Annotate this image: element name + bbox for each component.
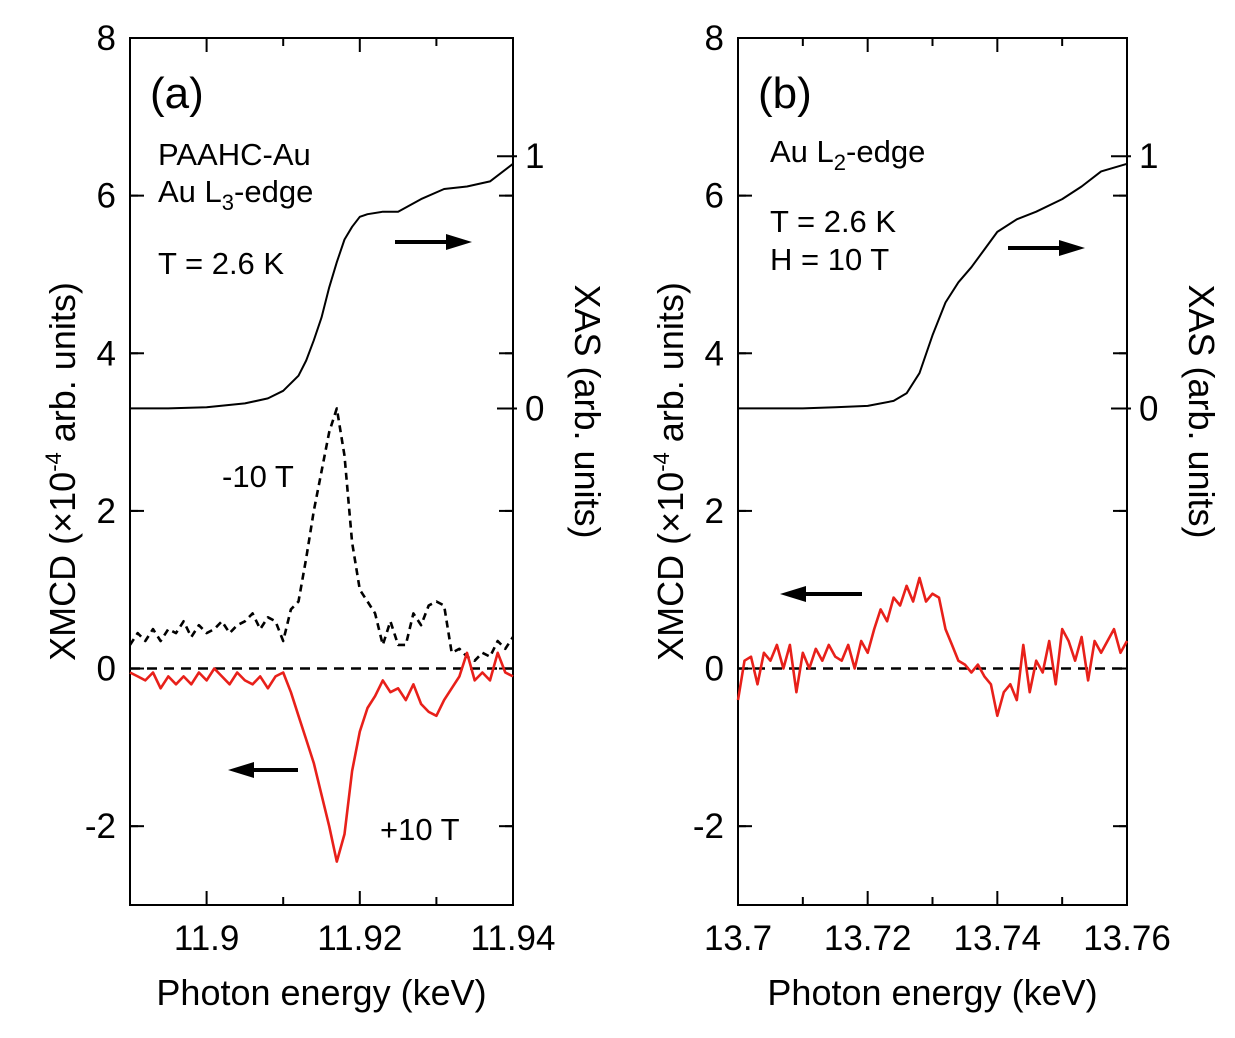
x-tick-label: 13.74	[954, 919, 1042, 958]
x-tick-label: 11.92	[317, 919, 402, 958]
temperature-label: T = 2.6 K	[158, 246, 284, 281]
xas-tick-label: 1	[525, 137, 544, 176]
xmcd-left-arrow-head	[780, 586, 806, 602]
y-tick-label: 0	[705, 650, 724, 689]
y-tick-label: 8	[97, 19, 116, 58]
pos-field-label: +10 T	[380, 812, 460, 847]
plot-frame	[129, 37, 514, 906]
x-tick-label: 13.76	[1083, 919, 1171, 958]
xas-right-arrow-head	[1059, 240, 1085, 256]
panel-b: -2 0 2 4 6 8 0 1 13.7 13.72 13.74 13.76 Photon energ…	[649, 19, 1222, 1013]
series-xmcd-1	[128, 407, 515, 663]
xas-tick-label: 0	[525, 389, 544, 428]
x-tick-label: 13.72	[824, 919, 912, 958]
y-tick-label: 6	[705, 177, 724, 216]
y-axis-title-right: XAS (arb. units)	[1181, 284, 1222, 538]
y-tick-label: 8	[705, 19, 724, 58]
xmcd-left-arrow	[780, 586, 862, 602]
series-xas-0	[738, 162, 1128, 410]
y-axis-title-left: XMCD (×10-4 arb. units)	[649, 282, 691, 661]
series-xmcd-2	[129, 651, 514, 863]
xas-right-arrow	[1008, 240, 1085, 256]
xas-right-arrow	[395, 234, 472, 250]
x-axis-title: Photon energy (keV)	[767, 972, 1097, 1013]
y-tick-label: 0	[97, 650, 116, 689]
y-tick-label: 2	[705, 492, 724, 531]
x-axis-title: Photon energy (keV)	[156, 972, 486, 1013]
x-tick-label: 13.7	[704, 919, 772, 958]
xas-tick-label: 0	[1139, 389, 1158, 428]
series-xmcd-1	[736, 576, 1129, 718]
xmcd-left-arrow	[228, 762, 298, 778]
y-tick-label: -2	[85, 807, 116, 846]
edge-label: Au L3-edge	[158, 174, 313, 215]
x-tick-label: 11.9	[174, 919, 240, 958]
y-tick-label: 4	[705, 334, 724, 373]
x-tick-label: 11.94	[471, 919, 556, 958]
xmcd-left-arrow-head	[228, 762, 254, 778]
field-label: H = 10 T	[770, 242, 889, 277]
temperature-label: T = 2.6 K	[770, 204, 896, 239]
series-xas-0	[130, 163, 514, 410]
panel-label: (a)	[150, 69, 204, 118]
neg-field-label: -10 T	[222, 459, 294, 494]
y-axis-title-right: XAS (arb. units)	[567, 284, 608, 538]
y-tick-label: 6	[97, 177, 116, 216]
y-axis-title-left: XMCD (×10-4 arb. units)	[41, 282, 83, 661]
panel-label: (b)	[758, 69, 812, 118]
xas-right-arrow-head	[446, 234, 472, 250]
y-tick-label: 2	[97, 492, 116, 531]
y-tick-label: -2	[693, 807, 724, 846]
xas-tick-label: 1	[1139, 137, 1158, 176]
edge-label: Au L2-edge	[770, 134, 925, 175]
panel-a: -2 0 2 4 6 8 0 1 11.9 11.92 11.94 Photon energy (ke…	[41, 19, 608, 1013]
y-tick-label: 4	[97, 334, 116, 373]
sample-label: PAAHC-Au	[158, 137, 311, 172]
